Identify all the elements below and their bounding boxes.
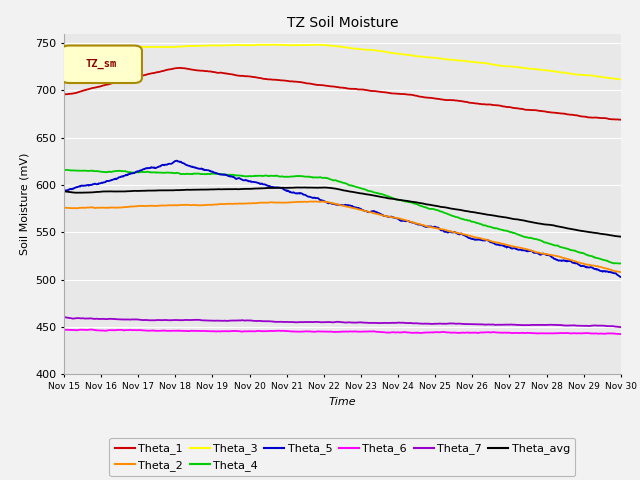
Theta_5: [617, 274, 625, 280]
Theta_avg: [184, 187, 191, 192]
Theta_4: [502, 228, 509, 234]
Line: Theta_6: Theta_6: [64, 329, 621, 334]
Theta_4: [171, 170, 179, 176]
Theta_2: [184, 202, 191, 208]
Theta_4: [551, 242, 559, 248]
Line: Theta_2: Theta_2: [64, 202, 621, 272]
Line: Theta_5: Theta_5: [64, 161, 621, 277]
Title: TZ Soil Moisture: TZ Soil Moisture: [287, 16, 398, 30]
Theta_7: [60, 314, 68, 320]
Line: Theta_4: Theta_4: [64, 170, 621, 264]
Theta_avg: [170, 187, 178, 193]
Theta_3: [502, 63, 509, 69]
Theta_5: [502, 243, 509, 249]
Theta_1: [429, 95, 437, 101]
Theta_3: [60, 48, 68, 53]
Theta_2: [617, 269, 625, 275]
Theta_5: [551, 256, 559, 262]
Theta_5: [616, 274, 624, 280]
Theta_6: [184, 328, 192, 334]
Theta_5: [173, 158, 180, 164]
Theta_7: [61, 314, 68, 320]
Theta_2: [311, 199, 319, 204]
Theta_3: [551, 69, 559, 74]
Theta_4: [63, 167, 70, 173]
Theta_7: [171, 317, 179, 323]
Theta_7: [184, 317, 192, 323]
Theta_6: [171, 328, 179, 334]
Theta_2: [551, 253, 559, 259]
Theta_avg: [617, 234, 625, 240]
Theta_6: [429, 330, 437, 336]
Theta_avg: [300, 184, 308, 190]
Theta_7: [502, 322, 509, 327]
Theta_6: [246, 328, 254, 334]
Theta_avg: [429, 203, 437, 208]
Theta_3: [268, 42, 276, 48]
Theta_4: [429, 206, 437, 212]
Theta_5: [429, 225, 437, 230]
Line: Theta_avg: Theta_avg: [64, 187, 621, 237]
Theta_2: [170, 203, 178, 208]
Theta_avg: [502, 215, 509, 220]
Theta_7: [617, 324, 625, 330]
Y-axis label: Soil Moisture (mV): Soil Moisture (mV): [20, 153, 29, 255]
Theta_1: [246, 73, 254, 79]
Line: Theta_3: Theta_3: [64, 45, 621, 79]
Line: Theta_7: Theta_7: [64, 317, 621, 327]
FancyBboxPatch shape: [61, 46, 142, 83]
Theta_1: [170, 66, 178, 72]
Theta_2: [60, 205, 68, 211]
Theta_2: [246, 201, 254, 206]
Theta_4: [60, 167, 68, 173]
Theta_3: [617, 76, 625, 82]
Theta_4: [246, 173, 254, 179]
Theta_1: [184, 66, 192, 72]
Theta_5: [246, 179, 254, 184]
Theta_1: [617, 117, 625, 122]
Theta_4: [617, 261, 625, 266]
Theta_6: [502, 330, 509, 336]
Theta_1: [176, 65, 184, 71]
Theta_1: [551, 110, 559, 116]
Line: Theta_1: Theta_1: [64, 68, 621, 120]
Theta_avg: [60, 189, 68, 194]
Theta_2: [502, 242, 509, 248]
Theta_6: [60, 327, 68, 333]
Theta_5: [60, 188, 68, 193]
Theta_3: [170, 44, 178, 50]
Theta_2: [429, 225, 437, 230]
Theta_3: [246, 42, 254, 48]
Theta_4: [616, 261, 623, 266]
Theta_6: [617, 331, 625, 337]
Theta_7: [246, 318, 254, 324]
Theta_avg: [246, 186, 254, 192]
Theta_avg: [551, 223, 559, 228]
Theta_6: [551, 330, 559, 336]
Theta_1: [60, 92, 68, 97]
Theta_7: [551, 322, 559, 328]
X-axis label: Time: Time: [328, 396, 356, 407]
Theta_5: [170, 159, 178, 165]
Theta_3: [184, 43, 191, 49]
Theta_6: [87, 326, 95, 332]
Theta_4: [184, 171, 192, 177]
Theta_5: [184, 163, 192, 168]
Theta_3: [429, 55, 437, 60]
Theta_1: [502, 104, 509, 110]
Theta_7: [429, 321, 437, 327]
Legend: Theta_1, Theta_2, Theta_3, Theta_4, Theta_5, Theta_6, Theta_7, Theta_avg: Theta_1, Theta_2, Theta_3, Theta_4, Thet…: [109, 438, 575, 476]
Text: TZ_sm: TZ_sm: [86, 59, 117, 70]
